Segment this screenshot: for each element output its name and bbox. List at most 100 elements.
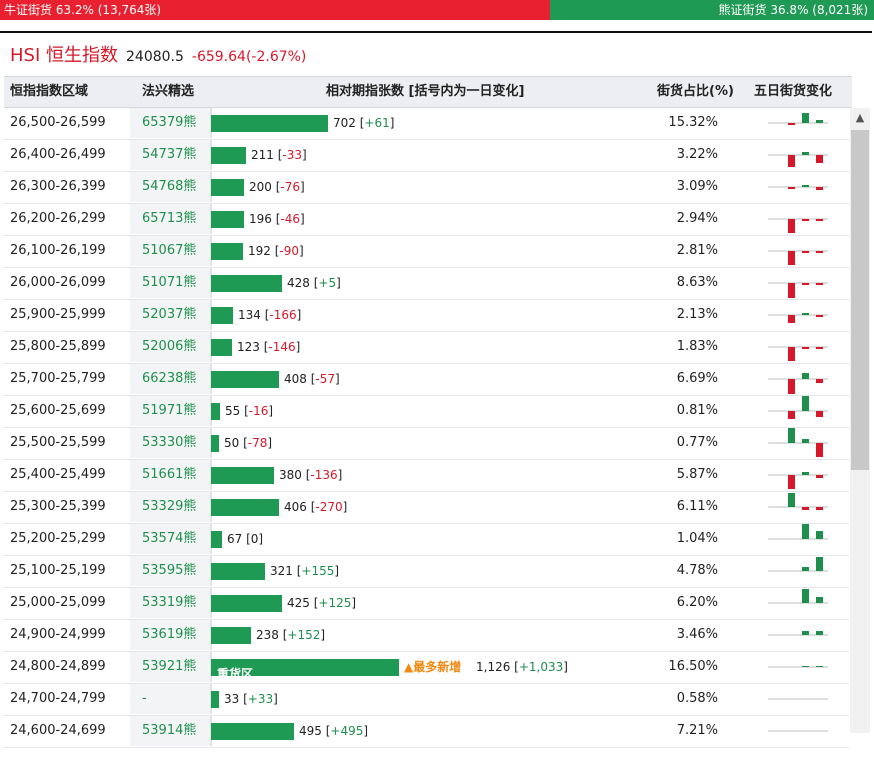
count-bar — [211, 691, 219, 708]
share-cell: 5.87% — [654, 460, 718, 490]
column-header-code[interactable]: 法兴精选 — [142, 77, 194, 107]
daily-change: -16 — [249, 404, 269, 418]
index-price: 24080.5 — [126, 49, 184, 65]
range-cell: 24,600-24,699 — [10, 716, 106, 746]
table-row[interactable]: 25,200-25,299 53574熊 67 [0] 1.04% — [4, 524, 849, 556]
warrant-code-link[interactable]: 54737熊 — [130, 140, 210, 170]
daily-change: -136 — [310, 468, 337, 482]
count-bar — [211, 435, 219, 452]
count-label: 238 [+152] — [256, 620, 325, 650]
column-header-five-day[interactable]: 五日街货变化 — [754, 77, 832, 107]
index-name[interactable]: HSI 恒生指数 — [10, 41, 118, 67]
daily-change: +125 — [318, 596, 351, 610]
table-row[interactable]: 25,900-25,999 52037熊 134 [-166] 2.13% — [4, 300, 849, 332]
range-cell: 26,500-26,599 — [10, 108, 106, 138]
scroll-up-arrow-icon[interactable]: ▲ — [850, 108, 870, 128]
share-cell: 0.77% — [654, 428, 718, 458]
table-row[interactable]: 25,700-25,799 66238熊 408 [-57] 6.69% — [4, 364, 849, 396]
warrant-code-link[interactable]: 51971熊 — [130, 396, 210, 426]
count-value: 380 — [279, 468, 302, 482]
table-row[interactable]: 26,200-26,299 65713熊 196 [-46] 2.94% — [4, 204, 849, 236]
table-row[interactable]: 26,400-26,499 54737熊 211 [-33] 3.22% — [4, 140, 849, 172]
warrant-code-link[interactable]: 51071熊 — [130, 268, 210, 298]
count-bar — [211, 563, 265, 580]
sparkline-bar — [788, 155, 795, 167]
warrant-code-link[interactable]: - — [130, 684, 210, 714]
count-label: 495 [+495] — [299, 716, 368, 746]
warrant-code-link[interactable]: 53595熊 — [130, 556, 210, 586]
table-row[interactable]: 25,000-25,099 53319熊 425 [+125] 6.20% — [4, 588, 849, 620]
column-header-relative[interactable]: 相对期指张数 [括号内为一日变化] — [326, 77, 524, 107]
table-row[interactable]: 25,400-25,499 51661熊 380 [-136] 5.87% — [4, 460, 849, 492]
vertical-scrollbar[interactable]: ▲ — [850, 108, 870, 733]
share-cell: 7.21% — [654, 716, 718, 746]
table-row[interactable]: 24,700-24,799 -33 [+33] 0.58% — [4, 684, 849, 716]
table-row[interactable]: 25,500-25,599 53330熊 50 [-78] 0.77% — [4, 428, 849, 460]
warrant-code-link[interactable]: 53319熊 — [130, 588, 210, 618]
warrant-code-link[interactable]: 65379熊 — [130, 108, 210, 138]
warrant-code-link[interactable]: 65713熊 — [130, 204, 210, 234]
column-header-share[interactable]: 街货占比(%) — [657, 77, 734, 107]
warrant-code-link[interactable]: 53921熊 — [130, 652, 210, 682]
relative-count-cell: 33 [+33] — [211, 684, 651, 714]
sparkline-bar — [816, 631, 823, 635]
table-row[interactable]: 25,800-25,899 52006熊 123 [-146] 1.83% — [4, 332, 849, 364]
warrant-code-link[interactable]: 53330熊 — [130, 428, 210, 458]
warrant-code-link[interactable]: 52037熊 — [130, 300, 210, 330]
count-bar — [211, 115, 328, 132]
sparkline-bar — [802, 631, 809, 635]
sparkline-bar — [802, 567, 809, 571]
table-row[interactable]: 24,800-24,899 53921熊 重货区 ▲最多新增 1,126 [+1,033… — [4, 652, 849, 684]
warrant-code-link[interactable]: 53914熊 — [130, 716, 210, 746]
daily-change: +155 — [301, 564, 334, 578]
sparkline-bar — [802, 472, 809, 475]
warrant-code-link[interactable]: 52006熊 — [130, 332, 210, 362]
warrant-code-link[interactable]: 54768熊 — [130, 172, 210, 202]
warrant-code-link[interactable]: 53619熊 — [130, 620, 210, 650]
count-bar — [211, 275, 282, 292]
warrant-code-link[interactable]: 51661熊 — [130, 460, 210, 490]
table-row[interactable]: 25,300-25,399 53329熊 406 [-270] 6.11% — [4, 492, 849, 524]
five-day-change-chart — [768, 716, 828, 746]
table-row[interactable]: 25,100-25,199 53595熊 321 [+155] 4.78% — [4, 556, 849, 588]
sparkline-bar — [816, 597, 823, 603]
daily-change: +61 — [364, 116, 389, 130]
daily-change: +495 — [330, 724, 363, 738]
five-day-change-chart — [768, 556, 828, 586]
share-cell: 6.20% — [654, 588, 718, 618]
table-row[interactable]: 25,600-25,699 51971熊 55 [-16] 0.81% — [4, 396, 849, 428]
warrant-code-link[interactable]: 66238熊 — [130, 364, 210, 394]
range-cell: 25,300-25,399 — [10, 492, 106, 522]
five-day-change-chart — [768, 332, 828, 362]
sparkline-bar — [802, 113, 809, 123]
sparkline-bar — [788, 283, 795, 298]
table-row[interactable]: 26,300-26,399 54768熊 200 [-76] 3.09% — [4, 172, 849, 204]
relative-count-cell: 406 [-270] — [211, 492, 651, 522]
count-value: 702 — [333, 116, 356, 130]
table-row[interactable]: 26,500-26,599 65379熊 702 [+61] 15.32% — [4, 108, 849, 140]
sparkline-bar — [816, 315, 823, 317]
table-row[interactable]: 24,900-24,999 53619熊 238 [+152] 3.46% — [4, 620, 849, 652]
scrollbar-thumb[interactable] — [851, 130, 869, 470]
column-header-range[interactable]: 恒指指数区域 — [10, 77, 88, 107]
sparkline-bar — [816, 443, 823, 457]
count-label: 67 [0] — [227, 524, 263, 554]
daily-change: -57 — [315, 372, 335, 386]
sparkline-bar — [788, 411, 795, 419]
warrant-code-link[interactable]: 53574熊 — [130, 524, 210, 554]
data-table-body: 26,500-26,599 65379熊 702 [+61] 15.32% 26,400… — [4, 108, 849, 748]
share-cell: 6.69% — [654, 364, 718, 394]
sparkline-bar — [816, 557, 823, 571]
sparkline-bar — [816, 155, 823, 163]
table-row[interactable]: 26,000-26,099 51071熊 428 [+5] 8.63% — [4, 268, 849, 300]
table-row[interactable]: 26,100-26,199 51067熊 192 [-90] 2.81% — [4, 236, 849, 268]
five-day-change-chart — [768, 396, 828, 426]
warrant-code-link[interactable]: 53329熊 — [130, 492, 210, 522]
count-value: 67 — [227, 532, 242, 546]
count-value: 408 — [284, 372, 307, 386]
count-bar — [211, 243, 243, 260]
table-row[interactable]: 24,600-24,699 53914熊 495 [+495] 7.21% — [4, 716, 849, 748]
count-value: 196 — [249, 212, 272, 226]
warrant-code-link[interactable]: 51067熊 — [130, 236, 210, 266]
range-cell: 25,200-25,299 — [10, 524, 106, 554]
